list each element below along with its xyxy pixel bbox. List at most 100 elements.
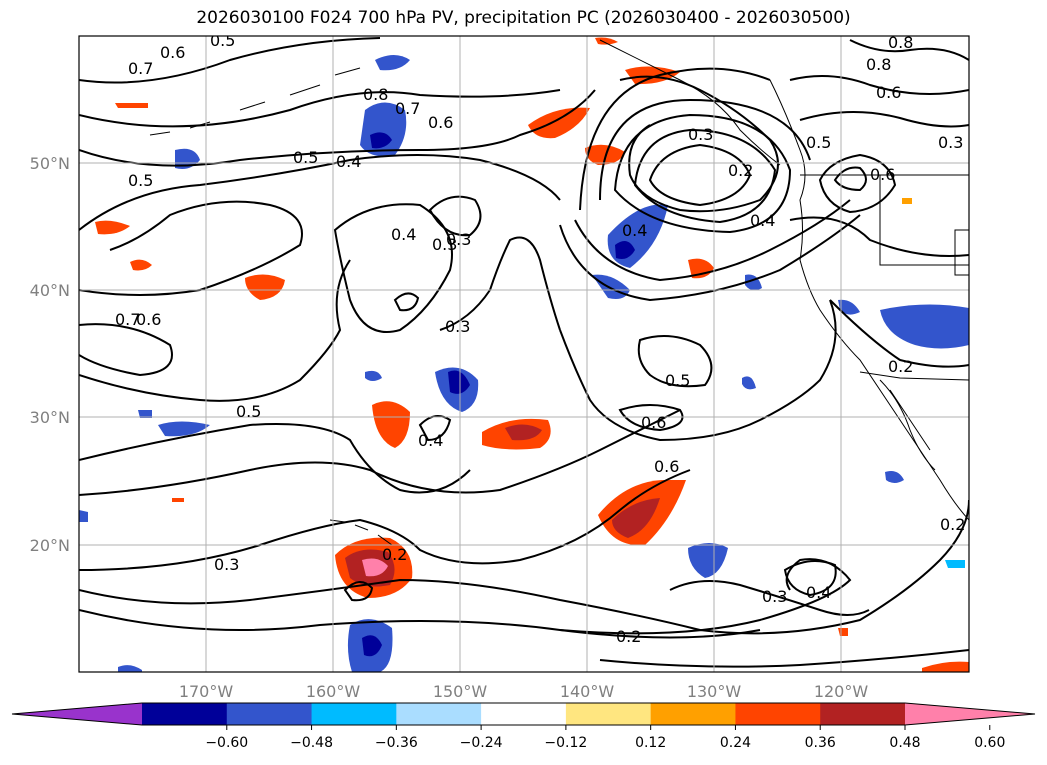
contour-label: 0.2 (940, 515, 965, 534)
pv-contour (613, 113, 792, 234)
contour-label: 0.6 (641, 413, 666, 432)
colorbar-segment (735, 703, 821, 725)
colorbar-tick-label: 0.24 (720, 735, 751, 751)
contour-label: 0.4 (391, 225, 416, 244)
precip-pos-blob (625, 66, 680, 85)
us-mexico-border (859, 371, 969, 381)
contour-label: 0.2 (728, 161, 753, 180)
precip-pos-blob (505, 424, 542, 441)
precip-pos-blob (115, 103, 148, 108)
pv-contour (79, 89, 561, 128)
colorbar-extend-low (12, 703, 142, 725)
colorbar-tick-label: −0.12 (544, 735, 587, 751)
contour-label: 0.7 (115, 310, 140, 329)
contour-label: 0.3 (688, 125, 713, 144)
precip-pos-blob (922, 661, 969, 672)
precip-neg-blob (880, 304, 969, 349)
contour-label: 0.6 (654, 457, 679, 476)
pv-contour (619, 75, 779, 213)
pv-contour (648, 143, 752, 207)
precip-neg-blob (79, 510, 88, 522)
colorbar-segment (142, 703, 228, 725)
contour-label: 0.5 (236, 402, 261, 421)
contour-label: 0.6 (136, 310, 161, 329)
contour-label: 0.4 (806, 583, 831, 602)
precip-pos-blob (902, 198, 912, 204)
contour-labels: 0.5 0.6 0.7 0.8 0.7 0.6 0.5 0.4 0.5 0.4 … (115, 33, 965, 646)
pv-contour (669, 580, 870, 616)
precip-neg-blob (375, 55, 410, 71)
precip-pos-blob (595, 37, 618, 45)
pv-contour (818, 153, 897, 214)
contour-label: 0.6 (160, 43, 185, 62)
pv-contour (79, 578, 701, 631)
contour-label: 0.8 (363, 85, 388, 104)
precip-neg-blob (838, 299, 860, 315)
pv-contour (79, 89, 596, 167)
precip-pos-blob (245, 274, 285, 300)
precip-pos-blob (95, 220, 130, 235)
coastline-baja (879, 379, 936, 471)
contour-label: 0.5 (806, 133, 831, 152)
pv-contour (579, 67, 771, 211)
latitude-tick-labels: 50°N 40°N 30°N 20°N (30, 154, 70, 555)
contour-label: 0.4 (336, 152, 361, 171)
colorbar-tick-label: 0.60 (974, 735, 1005, 751)
contour-label: 0.8 (866, 55, 891, 74)
precip-pos-blob (612, 498, 660, 538)
contour-label: 0.8 (888, 33, 913, 52)
pv-contour (559, 558, 852, 635)
contour-label: 0.6 (870, 165, 895, 184)
plot-area (79, 36, 969, 672)
aleutian-islands (149, 67, 361, 136)
contour-label: 0.5 (293, 148, 318, 167)
pv-contour (439, 236, 561, 331)
pv-contour (849, 39, 969, 61)
pv-contour (79, 469, 691, 571)
contour-label: 0.3 (432, 235, 457, 254)
precip-neg-blob (688, 543, 728, 578)
pv-contour (79, 154, 561, 231)
precip-pos-blob (172, 498, 184, 502)
precip-neg-blob (370, 132, 392, 149)
pv-contour (599, 649, 969, 668)
pv-contour (79, 423, 471, 494)
lat-tick-label: 20°N (30, 536, 70, 555)
contour-label: 0.3 (446, 230, 471, 249)
pv-contour (79, 37, 381, 84)
state-border (954, 229, 969, 276)
longitude-tick-labels: 170°W 160°W 150°W 140°W 130°W 120°W (179, 682, 869, 701)
pv-contour (418, 415, 452, 442)
colorbar-outline (11, 702, 1036, 726)
precip-neg-blob (745, 274, 762, 291)
pv-contour (829, 299, 969, 368)
contour-label: 0.2 (382, 545, 407, 564)
lon-tick-label: 120°W (814, 682, 869, 701)
precip-neg-blob (158, 421, 210, 437)
contour-label: 0.2 (888, 357, 913, 376)
precip-pos-blob (362, 558, 388, 577)
pv-contour (79, 259, 351, 402)
precip-neg-blob (945, 560, 965, 568)
precip-neg-blob (118, 665, 142, 672)
pv-contour (79, 323, 173, 377)
contour-label: 0.3 (938, 133, 963, 152)
colorbar-segment (565, 703, 652, 725)
contour-label: 0.6 (428, 113, 453, 132)
colorbar-segment (396, 703, 482, 725)
pv-contour (599, 98, 811, 201)
lat-tick-label: 50°N (30, 154, 70, 173)
lon-tick-label: 170°W (179, 682, 234, 701)
precip-neg-blob (362, 635, 382, 657)
pv-contour (783, 560, 837, 597)
contour-label: 0.4 (418, 431, 443, 450)
contour-label: 0.4 (750, 211, 775, 230)
pv-contour (333, 203, 453, 333)
precip-pos-blob (130, 259, 152, 271)
pv-contour (559, 214, 861, 302)
precip-neg-blob (885, 471, 904, 483)
lon-tick-label: 140°W (560, 682, 615, 701)
colorbar-tick-label: 0.48 (889, 735, 920, 751)
precip-neg-blob (175, 148, 200, 169)
